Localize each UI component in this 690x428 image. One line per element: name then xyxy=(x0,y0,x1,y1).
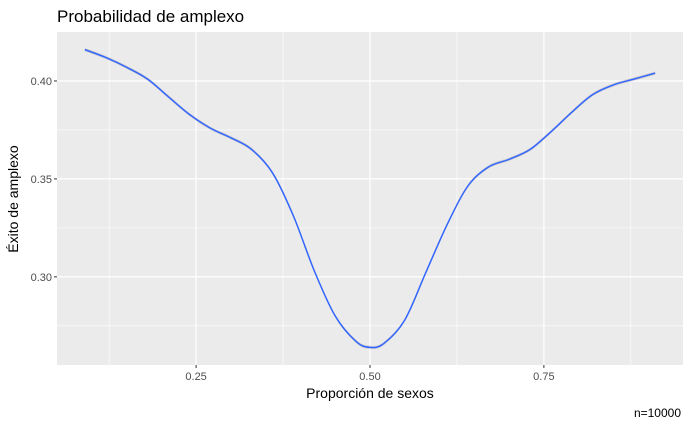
x-tick-label: 0.75 xyxy=(533,371,554,383)
x-tick-label: 0.50 xyxy=(359,371,380,383)
y-tick-label: 0.40 xyxy=(31,76,52,88)
gridlines xyxy=(57,32,683,365)
y-tick-label: 0.30 xyxy=(31,272,52,284)
series-line xyxy=(84,48,656,349)
x-axis-title: Proporción de sexos xyxy=(306,385,434,401)
x-tick-label: 0.25 xyxy=(185,371,206,383)
y-tick-label: 0.35 xyxy=(31,174,52,186)
chart-title: Probabilidad de amplexo xyxy=(57,7,244,26)
chart-caption: n=10000 xyxy=(634,406,681,420)
y-axis-title: Éxito de amplexo xyxy=(5,145,21,253)
axis-ticks: 0.25 0.50 0.75 0.30 0.35 0.40 xyxy=(31,76,555,383)
